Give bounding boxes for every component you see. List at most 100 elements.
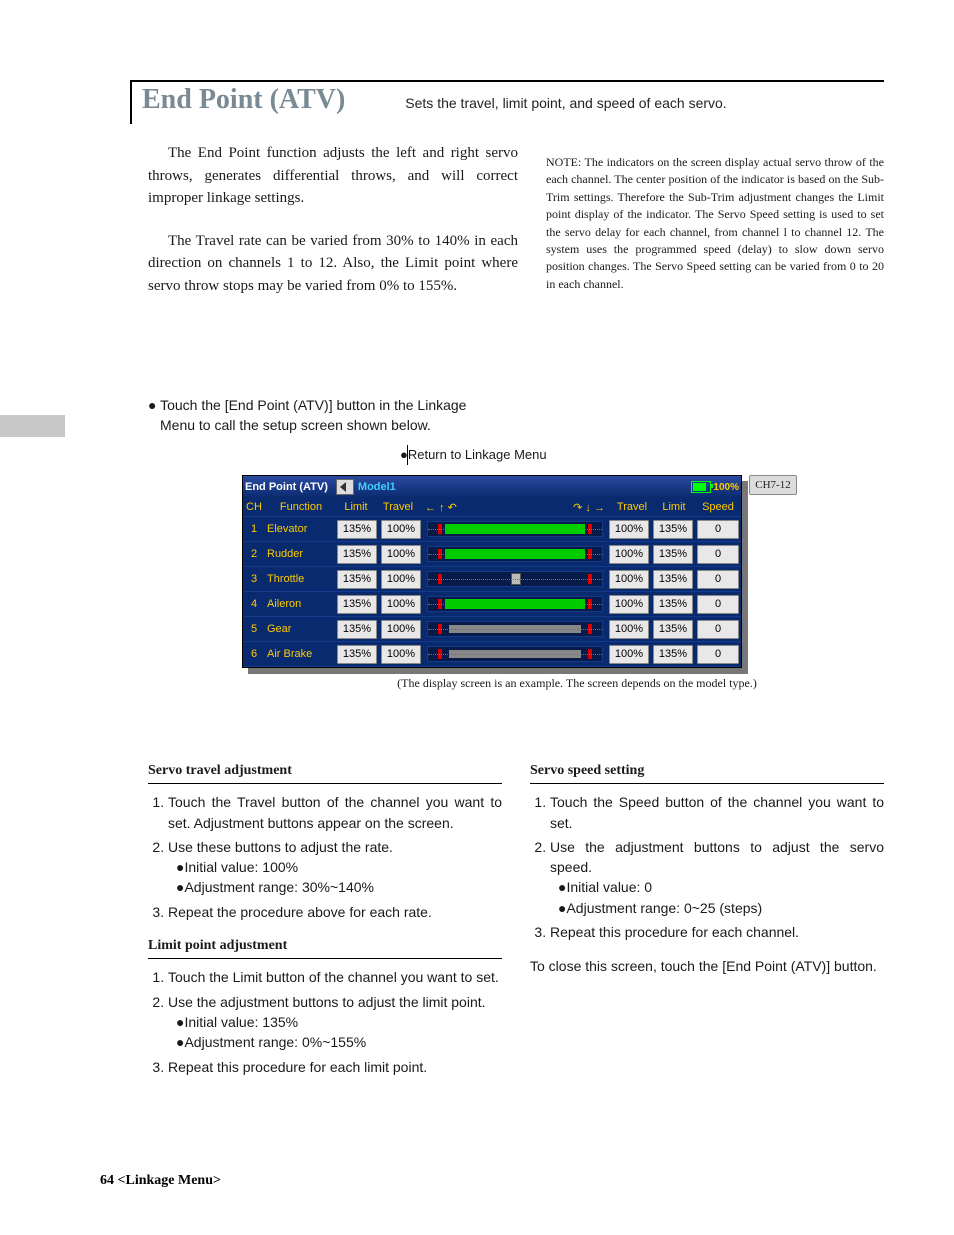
step: Touch the Speed button of the channel yo… bbox=[550, 792, 884, 833]
table-row: 5Gear135%100%100%135%0 bbox=[243, 617, 741, 642]
limit-right-button[interactable]: 135% bbox=[653, 645, 693, 664]
sub-bullet: ●Initial value: 0 bbox=[558, 877, 884, 897]
sub-bullet: ●Adjustment range: 0%~155% bbox=[176, 1032, 502, 1052]
speed-button[interactable]: 0 bbox=[697, 570, 739, 589]
step: Repeat the procedure above for each rate… bbox=[168, 902, 502, 922]
servo-bar bbox=[427, 646, 603, 662]
travel-left-button[interactable]: 100% bbox=[381, 595, 421, 614]
battery-text: 100% bbox=[713, 482, 739, 493]
travel-right-button[interactable]: 100% bbox=[609, 620, 649, 639]
speed-button[interactable]: 0 bbox=[697, 595, 739, 614]
instruction-columns: Servo travel adjustment Touch the Travel… bbox=[100, 761, 884, 1091]
speed-button[interactable]: 0 bbox=[697, 545, 739, 564]
screenshot-caption: (The display screen is an example. The s… bbox=[270, 676, 884, 691]
travel-right-button[interactable]: 100% bbox=[609, 595, 649, 614]
intro-left: The End Point function adjusts the left … bbox=[148, 142, 518, 317]
row-ch: 5 bbox=[243, 623, 265, 635]
intro-p1: The End Point function adjusts the left … bbox=[148, 142, 518, 210]
travel-left-button[interactable]: 100% bbox=[381, 570, 421, 589]
speed-button[interactable]: 0 bbox=[697, 620, 739, 639]
servo-bar bbox=[427, 621, 603, 637]
sub-bullet: ●Initial value: 135% bbox=[176, 1012, 502, 1032]
hdr-bar: ← ↑ ↶ ↷ ↓ → bbox=[419, 501, 611, 514]
lcd-titlebar: End Point (ATV) Model1 100% bbox=[243, 476, 741, 498]
hdr-limL: Limit bbox=[335, 501, 377, 513]
travel-right-button[interactable]: 100% bbox=[609, 570, 649, 589]
page-footer: 64 <Linkage Menu> bbox=[100, 1173, 221, 1189]
limit-right-button[interactable]: 135% bbox=[653, 570, 693, 589]
travel-left-button[interactable]: 100% bbox=[381, 545, 421, 564]
intro-p2: The Travel rate can be varied from 30% t… bbox=[148, 230, 518, 298]
travel-right-button[interactable]: 100% bbox=[609, 545, 649, 564]
step: Use these buttons to adjust the rate. ●I… bbox=[168, 837, 502, 898]
side-tab bbox=[0, 415, 65, 437]
row-fn: Air Brake bbox=[265, 648, 335, 660]
limit-left-button[interactable]: 135% bbox=[337, 545, 377, 564]
table-row: 1Elevator135%100%100%135%0 bbox=[243, 517, 741, 542]
heading-servo-travel: Servo travel adjustment bbox=[148, 761, 502, 784]
row-fn: Rudder bbox=[265, 548, 335, 560]
limit-left-button[interactable]: 135% bbox=[337, 570, 377, 589]
travel-left-button[interactable]: 100% bbox=[381, 520, 421, 539]
lcd-title: End Point (ATV) bbox=[245, 481, 328, 493]
limit-right-button[interactable]: 135% bbox=[653, 545, 693, 564]
servo-bar bbox=[427, 571, 603, 587]
step: Touch the Travel button of the channel y… bbox=[168, 792, 502, 833]
sub-bullet: ●Adjustment range: 30%~140% bbox=[176, 877, 502, 897]
touch-instruction: ● Touch the [End Point (ATV)] button in … bbox=[148, 397, 528, 433]
lcd-rows: 1Elevator135%100%100%135%02Rudder135%100… bbox=[243, 517, 741, 667]
speed-button[interactable]: 0 bbox=[697, 520, 739, 539]
limit-left-button[interactable]: 135% bbox=[337, 595, 377, 614]
servo-bar bbox=[427, 521, 603, 537]
hdr-trvR: Travel bbox=[611, 501, 653, 513]
page: End Point (ATV) Sets the travel, limit p… bbox=[0, 0, 954, 1235]
limit-left-button[interactable]: 135% bbox=[337, 645, 377, 664]
row-ch: 3 bbox=[243, 573, 265, 585]
channel-page-button[interactable]: CH7-12 bbox=[749, 475, 797, 495]
touch-line2: Menu to call the setup screen shown belo… bbox=[160, 417, 528, 433]
lcd-panel: End Point (ATV) Model1 100% CH Function … bbox=[242, 475, 742, 668]
intro-columns: The End Point function adjusts the left … bbox=[100, 142, 884, 317]
limit-left-button[interactable]: 135% bbox=[337, 520, 377, 539]
limit-point-steps: Touch the Limit button of the channel yo… bbox=[148, 967, 502, 1076]
limit-left-button[interactable]: 135% bbox=[337, 620, 377, 639]
title-row: End Point (ATV) Sets the travel, limit p… bbox=[130, 80, 884, 124]
instr-left: Servo travel adjustment Touch the Travel… bbox=[148, 761, 502, 1091]
hdr-ch: CH bbox=[243, 501, 265, 513]
table-row: 2Rudder135%100%100%135%0 bbox=[243, 542, 741, 567]
back-icon[interactable] bbox=[336, 479, 354, 495]
travel-left-button[interactable]: 100% bbox=[381, 620, 421, 639]
lcd-header-row: CH Function Limit Travel ← ↑ ↶ ↷ ↓ → Tra… bbox=[243, 498, 741, 517]
row-ch: 6 bbox=[243, 648, 265, 660]
limit-right-button[interactable]: 135% bbox=[653, 520, 693, 539]
row-fn: Throttle bbox=[265, 573, 335, 585]
closing-text: To close this screen, touch the [End Poi… bbox=[530, 956, 884, 976]
step: Use the adjustment buttons to adjust the… bbox=[168, 992, 502, 1053]
hdr-limR: Limit bbox=[653, 501, 695, 513]
limit-right-button[interactable]: 135% bbox=[653, 620, 693, 639]
callout-return: ●Return to Linkage Menu bbox=[400, 447, 884, 462]
page-title: End Point (ATV) bbox=[142, 80, 345, 124]
sub-bullet: ●Adjustment range: 0~25 (steps) bbox=[558, 898, 884, 918]
row-fn: Gear bbox=[265, 623, 335, 635]
travel-right-button[interactable]: 100% bbox=[609, 520, 649, 539]
lcd-model: Model1 bbox=[358, 481, 396, 493]
sub-bullet: ●Initial value: 100% bbox=[176, 857, 502, 877]
intro-right: NOTE: The indicators on the screen displ… bbox=[546, 142, 884, 317]
page-subtitle: Sets the travel, limit point, and speed … bbox=[405, 95, 726, 111]
row-fn: Aileron bbox=[265, 598, 335, 610]
travel-right-button[interactable]: 100% bbox=[609, 645, 649, 664]
row-ch: 2 bbox=[243, 548, 265, 560]
limit-right-button[interactable]: 135% bbox=[653, 595, 693, 614]
hdr-trvL: Travel bbox=[377, 501, 419, 513]
row-ch: 4 bbox=[243, 598, 265, 610]
speed-button[interactable]: 0 bbox=[697, 645, 739, 664]
servo-bar bbox=[427, 596, 603, 612]
touch-line1: ● Touch the [End Point (ATV)] button in … bbox=[148, 397, 528, 413]
note-text: NOTE: The indicators on the screen displ… bbox=[546, 154, 884, 293]
travel-left-button[interactable]: 100% bbox=[381, 645, 421, 664]
step: Repeat this procedure for each limit poi… bbox=[168, 1057, 502, 1077]
table-row: 4Aileron135%100%100%135%0 bbox=[243, 592, 741, 617]
battery-indicator: 100% bbox=[691, 481, 739, 493]
row-fn: Elevator bbox=[265, 523, 335, 535]
